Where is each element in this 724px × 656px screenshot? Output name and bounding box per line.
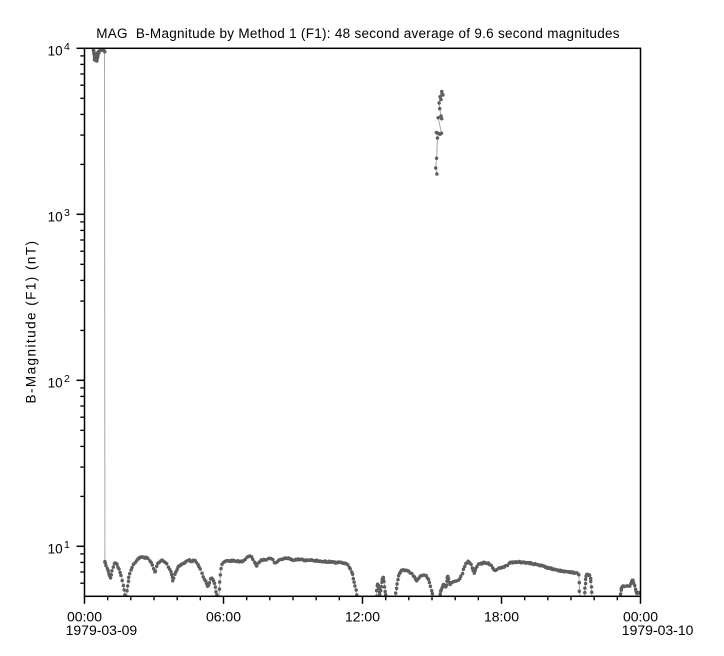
svg-text:1: 1 bbox=[64, 539, 70, 551]
svg-text:10: 10 bbox=[48, 209, 63, 224]
svg-text:10: 10 bbox=[48, 541, 63, 556]
svg-text:10: 10 bbox=[48, 43, 63, 58]
svg-text:00:00: 00:00 bbox=[67, 608, 102, 624]
svg-text:MAG B-Magnitude by Method 1 (: MAG B-Magnitude by Method 1 (F1): 48 sec… bbox=[96, 26, 620, 41]
svg-text:12:00: 12:00 bbox=[345, 608, 380, 624]
svg-text:00:00: 00:00 bbox=[623, 608, 658, 624]
svg-text:06:00: 06:00 bbox=[206, 608, 241, 624]
svg-text:1979-03-10: 1979-03-10 bbox=[622, 622, 694, 638]
svg-text:B-Magnitude (F1) (nT): B-Magnitude (F1) (nT) bbox=[23, 240, 38, 404]
svg-text:10: 10 bbox=[48, 375, 63, 390]
svg-text:2: 2 bbox=[64, 373, 70, 385]
svg-text:3: 3 bbox=[64, 207, 70, 219]
svg-text:4: 4 bbox=[64, 41, 70, 53]
svg-text:18:00: 18:00 bbox=[484, 608, 519, 624]
svg-text:1979-03-09: 1979-03-09 bbox=[66, 622, 138, 638]
